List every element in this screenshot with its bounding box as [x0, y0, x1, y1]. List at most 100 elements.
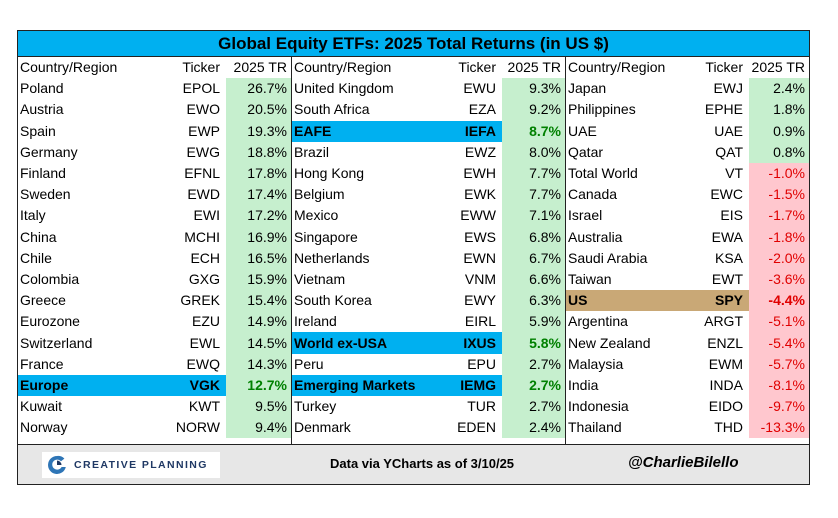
table-row: Turkey TUR 2.7% [292, 396, 565, 418]
country-cell: United Kingdom [294, 80, 394, 97]
country-cell: Chile [20, 249, 52, 266]
return-cell: -1.7% [749, 205, 809, 227]
table-row: EAFE IEFA 8.7% [292, 120, 565, 142]
return-cell: -8.1% [749, 374, 809, 396]
ticker-cell: EPOL [182, 80, 220, 97]
return-cell: 9.4% [226, 417, 291, 439]
header-ticker: Ticker [442, 57, 502, 79]
country-cell: China [20, 228, 57, 245]
return-cell: 12.7% [226, 374, 291, 396]
header-row: Country/Region Ticker 2025 TR [566, 57, 809, 79]
ticker-cell: EZA [468, 101, 496, 118]
ticker-cell: IXUS [442, 332, 502, 354]
ticker-cell: EIRL [464, 313, 496, 330]
table-row: Europe VGK 12.7% [18, 374, 291, 396]
table-row: Singapore EWS 6.8% [292, 226, 565, 248]
return-cell: 2.7% [502, 396, 565, 418]
country-cell: Qatar [568, 143, 604, 160]
country-cell: Poland [20, 80, 64, 97]
ticker-cell: EWL [189, 334, 220, 351]
country-cell: Mexico [294, 207, 339, 224]
country-cell: Brazil [294, 143, 330, 160]
country-cell: Thailand [568, 419, 622, 436]
country-cell: Greece [20, 292, 66, 309]
ticker-cell: THD [714, 419, 743, 436]
header-tr: 2025 TR [226, 57, 291, 79]
ticker-cell: VT [725, 165, 743, 182]
data-source: Data via YCharts as of 3/10/25 [330, 456, 515, 471]
ticker-cell: EWU [463, 80, 496, 97]
ticker-cell: TUR [467, 398, 496, 415]
ticker-cell: EWI [193, 207, 220, 224]
header-ticker: Ticker [161, 57, 226, 79]
country-cell: Turkey [294, 398, 337, 415]
table-row: Emerging Markets IEMG 2.7% [292, 374, 565, 396]
ticker-cell: EWO [186, 101, 220, 118]
return-cell: 5.8% [502, 332, 565, 354]
country-cell: France [20, 355, 64, 372]
return-cell: 2.4% [749, 78, 809, 100]
return-cell: -13.3% [749, 417, 809, 439]
return-cell: -5.1% [749, 311, 809, 333]
country-cell: Netherlands [294, 249, 370, 266]
table-row: France EWQ 14.3% [18, 353, 291, 375]
table-right-body: Country/Region Ticker 2025 TR Japan EWJ 2.4% P… [566, 57, 809, 439]
return-cell: 18.8% [226, 141, 291, 163]
ticker-cell: EIDO [708, 398, 743, 415]
country-cell: Eurozone [20, 313, 80, 330]
return-cell: -4.4% [749, 290, 809, 312]
table-middle-body: Country/Region Ticker 2025 TR United Kingdo… [292, 57, 565, 439]
table-row: Mexico EWW 7.1% [292, 205, 565, 227]
return-cell: 7.7% [502, 184, 565, 206]
return-cell: 17.8% [226, 162, 291, 185]
country-cell: Germany [20, 143, 78, 160]
country-cell: Colombia [20, 270, 80, 287]
country-cell: Taiwan [568, 270, 612, 287]
table-row: Qatar QAT 0.8% [566, 141, 809, 163]
ticker-cell: EWZ [464, 143, 496, 160]
return-cell: 14.9% [226, 311, 291, 333]
ticker-cell: EWD [187, 186, 220, 203]
table-row: Chile ECH 16.5% [18, 247, 291, 269]
return-cell: 2.7% [502, 353, 565, 375]
country-cell: Argentina [568, 313, 628, 330]
ticker-cell: QAT [715, 143, 743, 160]
logo-text: CREATIVE PLANNING [74, 459, 208, 471]
ticker-cell: EWM [708, 355, 743, 372]
country-cell: Emerging Markets [292, 374, 442, 396]
tables-area: Country/Region Ticker 2025 TR Poland EPOL 26.… [18, 57, 809, 472]
table-row: Ireland EIRL 5.9% [292, 311, 565, 333]
table-row: Argentina ARGT -5.1% [566, 311, 809, 333]
return-cell: 5.9% [502, 311, 565, 333]
ticker-cell: EWN [463, 249, 496, 266]
return-cell: 26.7% [226, 78, 291, 100]
ticker-cell: EDEN [457, 419, 496, 436]
return-cell: 19.3% [226, 120, 291, 142]
ticker-cell: EWJ [713, 80, 743, 97]
return-cell: 15.9% [226, 268, 291, 291]
return-cell: -1.0% [749, 162, 809, 185]
country-cell: Denmark [294, 419, 351, 436]
table-row: Germany EWG 18.8% [18, 141, 291, 163]
country-cell: US [566, 290, 689, 312]
ticker-cell: EFNL [184, 165, 220, 182]
return-cell: 16.5% [226, 247, 291, 269]
table-row: Thailand THD -13.3% [566, 417, 809, 439]
ticker-cell: KSA [714, 249, 743, 266]
country-cell: New Zealand [568, 334, 651, 351]
return-cell: 20.5% [226, 99, 291, 121]
table-row: World ex-USA IXUS 5.8% [292, 332, 565, 354]
country-cell: Austria [20, 101, 64, 118]
ticker-cell: EWY [464, 292, 496, 309]
return-cell: 1.8% [749, 99, 809, 121]
return-cell: 7.7% [502, 162, 565, 185]
ticker-cell: EWH [463, 165, 496, 182]
ticker-cell: NORW [175, 419, 220, 436]
table-row: Indonesia EIDO -9.7% [566, 396, 809, 418]
table-row: Brazil EWZ 8.0% [292, 141, 565, 163]
ticker-cell: EZU [192, 313, 220, 330]
table-row: South Korea EWY 6.3% [292, 290, 565, 312]
return-cell: 6.8% [502, 226, 565, 248]
table-row: Kuwait KWT 9.5% [18, 396, 291, 418]
ticker-cell: ECH [190, 249, 220, 266]
